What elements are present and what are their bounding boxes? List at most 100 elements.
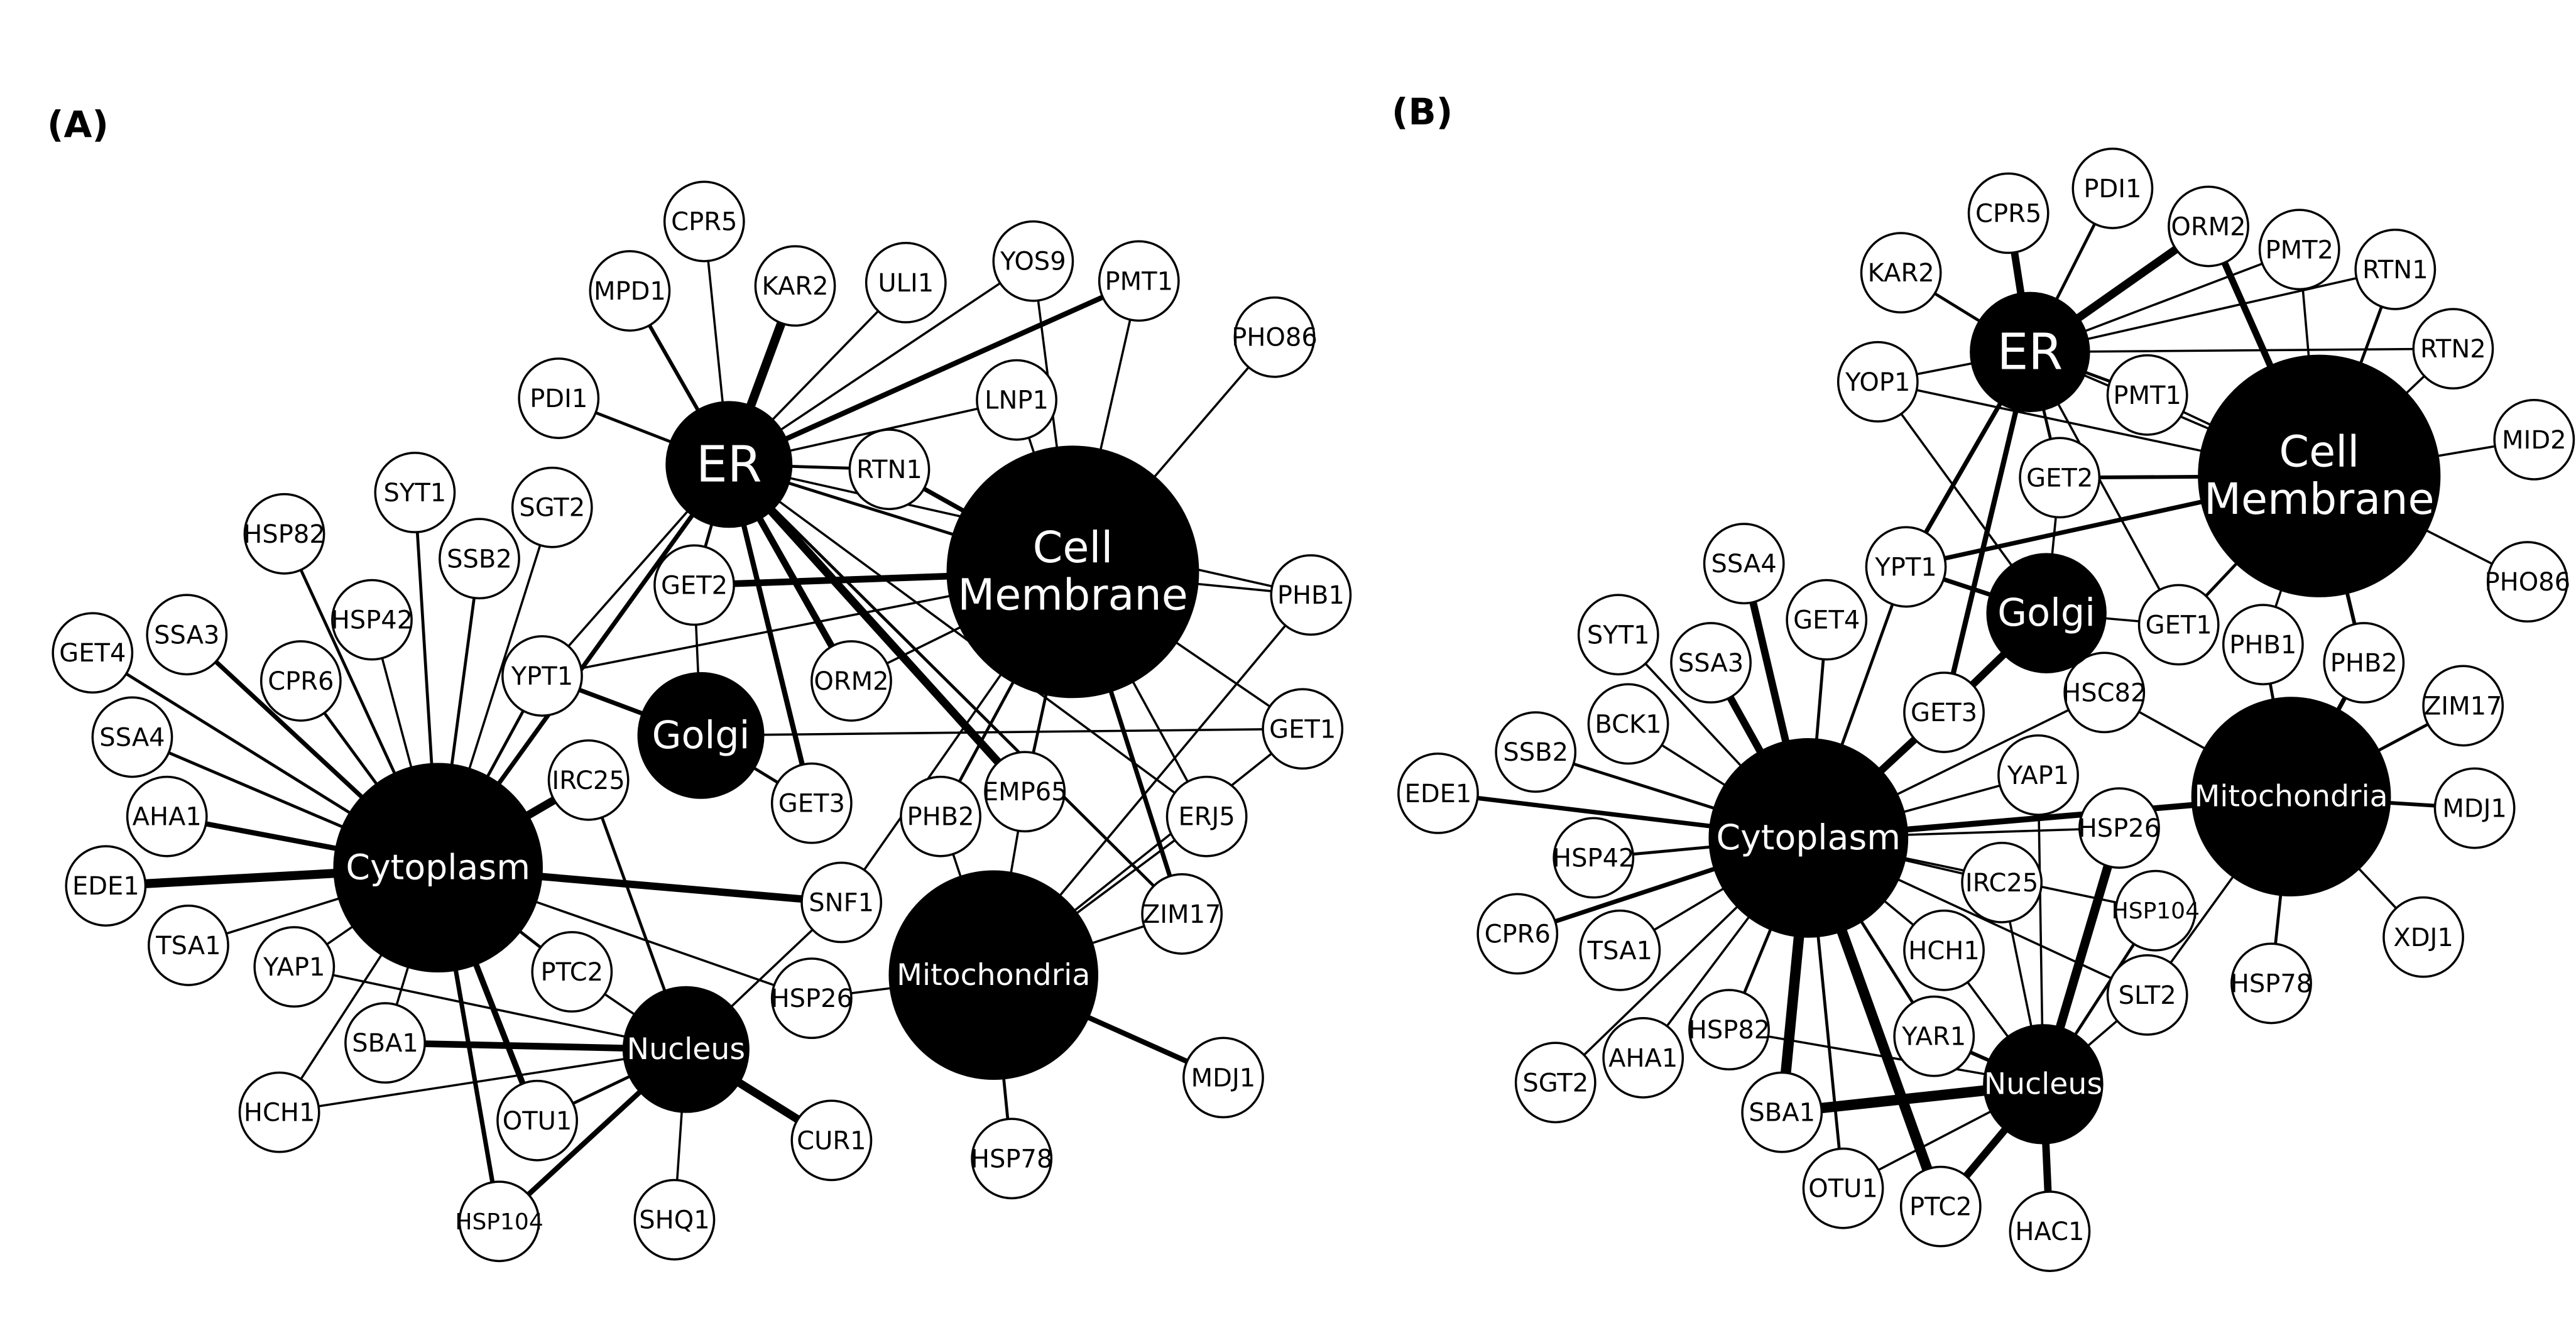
gene-node-irc25: IRC25 (547, 739, 630, 821)
gene-circle (65, 845, 147, 927)
gene-node-ssb2: SSB2 (1495, 711, 1577, 793)
gene-label: PHB1 (1277, 581, 1345, 610)
gene-circle (52, 612, 134, 694)
gene-label: CPR5 (671, 208, 737, 237)
edge-nuc-hch1 (278, 1048, 687, 1114)
gene-circle (148, 905, 229, 986)
gene-node-pmt2: PMT2 (2258, 209, 2340, 291)
gene-node-ede1: EDE1 (1397, 752, 1479, 834)
gene-node-sgt2: SGT2 (1514, 1042, 1596, 1124)
gene-node-mid2: MID2 (2493, 398, 2575, 481)
gene-label: PDI1 (530, 384, 587, 413)
compartment-circle (1708, 738, 1909, 938)
gene-node-aha1: AHA1 (126, 775, 208, 857)
gene-node-ede1: EDE1 (65, 845, 147, 927)
gene-label: SHQ1 (639, 1206, 709, 1235)
edge-er-rtn1 (2029, 268, 2397, 354)
gene-node-orm2: ORM2 (2168, 185, 2249, 268)
gene-circle (971, 1118, 1053, 1200)
gene-label: GET1 (2146, 611, 2212, 640)
gene-circle (374, 452, 456, 533)
gene-label: GET3 (1911, 699, 1977, 727)
gene-label: HAC1 (2015, 1217, 2084, 1246)
gene-circle (1553, 817, 1635, 899)
panel-a-network: CPR5 MPD1 KAR2 ULI1 YOS9 PMT1 PHO86 PDI1 LNP1 RTN… (52, 180, 1352, 1263)
gene-circle (2078, 787, 2160, 869)
gene-label: GET3 (778, 790, 845, 819)
gene-circle (344, 1002, 426, 1084)
gene-node-hsp78: HSP78 (2230, 942, 2312, 1025)
gene-node-hsp42: HSP42 (331, 579, 413, 661)
gene-label: MDJ1 (1191, 1064, 1256, 1092)
gene-circle (2323, 622, 2405, 704)
compartment-label: Cell (1033, 523, 1113, 573)
gene-label: PHB1 (2229, 631, 2296, 660)
gene-label: HSP104 (455, 1209, 543, 1235)
gene-label: MPD1 (594, 277, 666, 306)
gene-node-sba1: SBA1 (344, 1002, 426, 1084)
compartment-label: Cell (2279, 428, 2359, 477)
compartment-label: Golgi (1997, 591, 2095, 635)
gene-label: ORM2 (814, 667, 888, 696)
gene-circle (848, 428, 931, 511)
gene-node-hsp26: HSP26 (2078, 787, 2160, 869)
gene-node-cpr6: CPR6 (1476, 893, 1559, 975)
gene-node-get2: GET2 (2019, 437, 2101, 519)
gene-node-get3: GET3 (1903, 672, 1985, 753)
compartment-node-er: ER (1970, 291, 2090, 413)
gene-node-erj5: ERJ5 (1165, 775, 1248, 857)
gene-circle (1903, 909, 1985, 991)
gene-label: MDJ1 (2442, 795, 2507, 824)
gene-node-pdi1: PDI1 (2071, 148, 2154, 229)
gene-node-yar1: YAR1 (1893, 995, 1975, 1077)
gene-label: ZIM17 (1143, 900, 1221, 929)
gene-node-get4: GET4 (52, 612, 134, 694)
gene-circle (1670, 622, 1752, 704)
compartment-circle (665, 401, 793, 528)
gene-node-pdi1: PDI1 (518, 357, 600, 439)
gene-circle (243, 492, 325, 575)
gene-circle (458, 1180, 540, 1263)
gene-node-hsp104: HSP104 (455, 1180, 543, 1263)
gene-label: CPR5 (1975, 199, 2041, 228)
gene-node-get1: GET1 (2137, 584, 2220, 666)
gene-node-ypt1: YPT1 (1865, 526, 1947, 608)
gene-node-ptc2: PTC2 (531, 931, 613, 1013)
gene-circle (1397, 752, 1479, 834)
compartment-node-golgi: Golgi (637, 672, 765, 799)
gene-circle (1577, 594, 1659, 676)
gene-node-phb1: PHB1 (2222, 604, 2304, 685)
gene-label: ULI1 (878, 269, 934, 298)
gene-circle (1476, 893, 1559, 975)
gene-label: SLT2 (2119, 981, 2176, 1010)
gene-label: SSA4 (1711, 550, 1777, 579)
gene-label: RTN2 (2420, 335, 2486, 364)
gene-circle (547, 739, 630, 821)
gene-label: YOS9 (1000, 248, 1066, 276)
gene-label: SYT1 (1587, 621, 1650, 650)
gene-label: HSP78 (971, 1145, 1053, 1173)
gene-node-get4: GET4 (1786, 579, 1868, 661)
gene-node-get2: GET2 (653, 544, 735, 626)
panel-b-label: (B) (1392, 90, 1453, 133)
gene-label: HSC82 (2062, 678, 2146, 707)
gene-label: IRC25 (1965, 869, 2038, 898)
gene-circle (1893, 995, 1975, 1077)
gene-label: ERJ5 (1178, 803, 1235, 832)
edge-nuc-yap1 (293, 966, 687, 1051)
gene-label: HCH1 (244, 1099, 315, 1128)
gene-circle (2106, 954, 2188, 1036)
gene-node-tsa1: TSA1 (148, 905, 229, 986)
gene-circle (2230, 942, 2312, 1025)
compartment-circle (622, 986, 750, 1113)
gene-circle (1270, 554, 1352, 636)
gene-node-get3: GET3 (770, 762, 853, 844)
gene-circle (91, 696, 173, 778)
gene-label: XDJ1 (2393, 923, 2453, 952)
gene-circle (2433, 767, 2516, 849)
gene-node-xdj1: XDJ1 (2382, 896, 2464, 978)
gene-circle (1182, 1036, 1264, 1119)
gene-label: GET4 (1793, 606, 1860, 635)
gene-circle (1786, 579, 1868, 661)
gene-label: CPR6 (1485, 920, 1551, 949)
